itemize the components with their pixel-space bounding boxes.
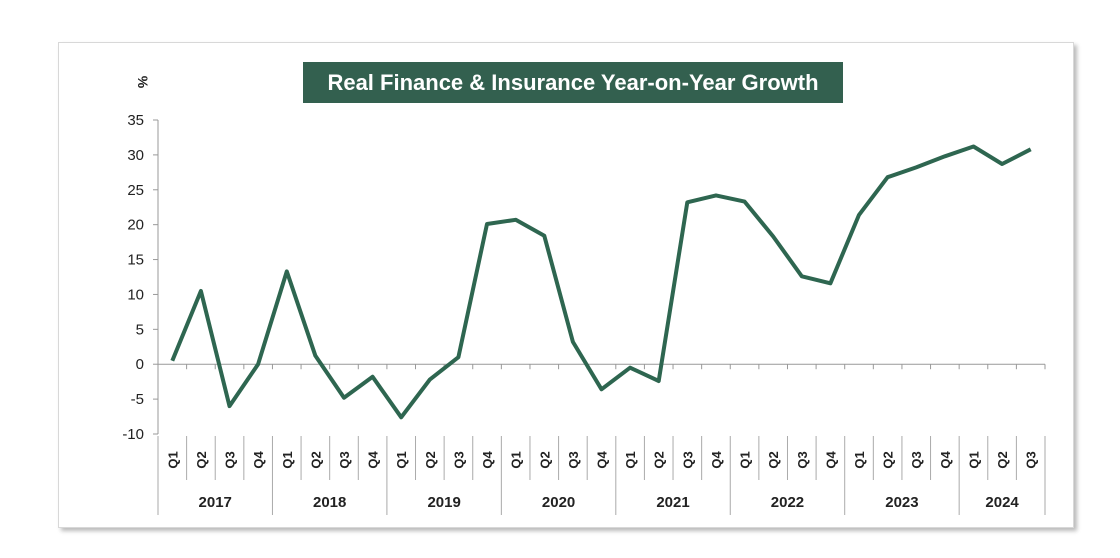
y-tick-label: 10 xyxy=(127,286,144,303)
quarter-label: Q1 xyxy=(165,451,180,468)
quarter-label: Q4 xyxy=(480,451,495,469)
y-tick-label: 15 xyxy=(127,252,144,269)
quarter-label: Q4 xyxy=(709,451,724,469)
quarter-label: Q1 xyxy=(966,451,981,468)
quarter-label: Q3 xyxy=(795,451,810,468)
y-tick-label: 5 xyxy=(136,321,144,338)
year-label: 2017 xyxy=(199,494,232,511)
quarter-label: Q2 xyxy=(652,451,667,468)
quarter-label: Q2 xyxy=(537,451,552,468)
quarter-label: Q2 xyxy=(423,451,438,468)
quarter-label: Q3 xyxy=(566,451,581,468)
quarter-label: Q2 xyxy=(194,451,209,468)
quarter-label: Q4 xyxy=(366,451,381,469)
quarter-label: Q1 xyxy=(509,451,524,468)
quarter-label: Q4 xyxy=(251,451,266,469)
quarter-label: Q2 xyxy=(308,451,323,468)
quarter-label: Q2 xyxy=(766,451,781,468)
quarter-label: Q1 xyxy=(280,451,295,468)
y-tick-label: 30 xyxy=(127,147,144,164)
year-label: 2020 xyxy=(542,494,575,511)
chart-frame xyxy=(58,42,1074,528)
quarter-label: Q3 xyxy=(451,451,466,468)
quarter-label: Q4 xyxy=(938,451,953,469)
year-label: 2018 xyxy=(313,494,346,511)
y-tick-label: 20 xyxy=(127,217,144,234)
quarter-label: Q1 xyxy=(738,451,753,468)
quarter-label: Q1 xyxy=(394,451,409,468)
year-label: 2022 xyxy=(771,494,804,511)
quarter-label: Q4 xyxy=(823,451,838,469)
series-line xyxy=(170,144,1032,420)
year-label: 2023 xyxy=(885,494,918,511)
quarter-label: Q1 xyxy=(852,451,867,468)
y-tick-label: 25 xyxy=(127,182,144,199)
y-tick-label: -10 xyxy=(122,426,144,443)
quarter-label: Q3 xyxy=(1024,451,1039,468)
y-tick-label: -5 xyxy=(131,391,144,408)
chart-title: Real Finance & Insurance Year-on-Year Gr… xyxy=(303,62,843,103)
quarter-label: Q3 xyxy=(909,451,924,468)
quarter-label: Q3 xyxy=(337,451,352,468)
y-tick-label: 35 xyxy=(127,112,144,129)
quarter-label: Q4 xyxy=(595,451,610,469)
year-label: 2024 xyxy=(985,494,1019,511)
y-tick-label: 0 xyxy=(136,356,144,373)
quarter-label: Q2 xyxy=(995,451,1010,468)
quarter-label: Q1 xyxy=(623,451,638,468)
quarter-label: Q2 xyxy=(881,451,896,468)
quarter-label: Q3 xyxy=(223,451,238,468)
year-label: 2021 xyxy=(656,494,689,511)
year-label: 2019 xyxy=(427,494,460,511)
quarter-label: Q3 xyxy=(680,451,695,468)
